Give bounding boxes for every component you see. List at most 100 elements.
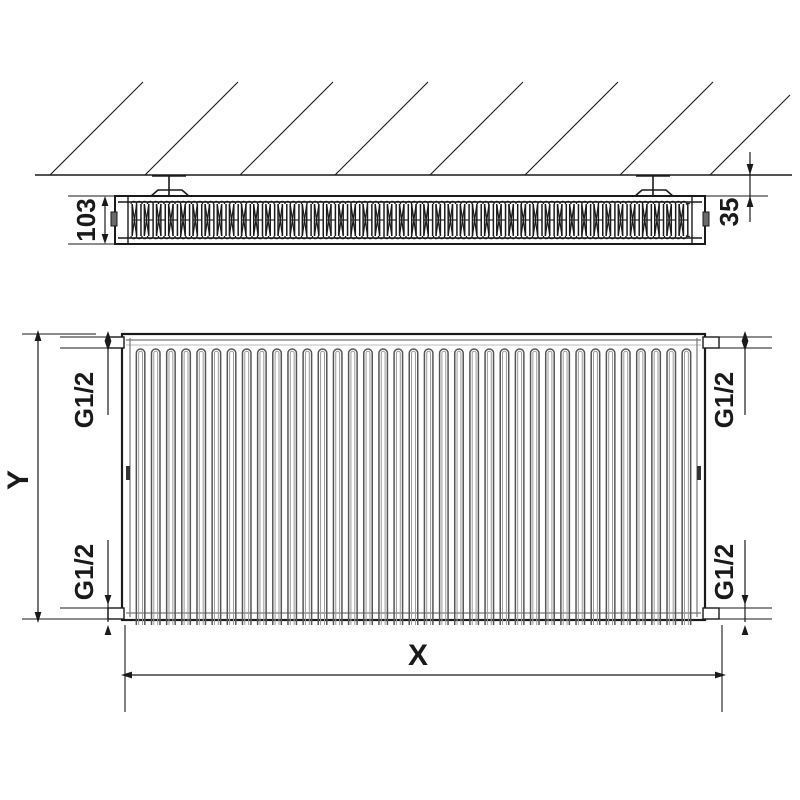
front-fin-group [135, 348, 692, 625]
front-fin [393, 348, 404, 625]
front-fin-inner [380, 350, 386, 625]
front-fin-inner [198, 350, 204, 625]
front-fin-inner [153, 350, 159, 625]
front-fin-inner [638, 350, 644, 625]
front-fin-inner [668, 350, 674, 625]
connection-stub-bottom-left [107, 607, 125, 620]
front-fin-inner [213, 350, 219, 625]
dimension-g12-top-left: G1/2 [60, 331, 124, 428]
wall-hatching [49, 81, 791, 176]
front-fin-inner [274, 350, 280, 625]
front-fin [332, 348, 343, 625]
front-fin [484, 348, 495, 625]
wall-bracket-left [149, 175, 191, 198]
front-fin [635, 348, 646, 625]
g12-label-bottom-right: G1/2 [709, 544, 739, 600]
front-fin-inner [486, 350, 492, 625]
front-fin [651, 348, 662, 625]
g12-label-bottom-left: G1/2 [69, 544, 99, 600]
front-fin-inner [471, 350, 477, 625]
front-fin [560, 348, 571, 625]
front-fin-inner [623, 350, 629, 625]
front-fin [302, 348, 313, 625]
front-fin-inner [456, 350, 462, 625]
front-fin [453, 348, 464, 625]
front-fin-inner [441, 350, 447, 625]
dimension-g12-bottom-left: G1/2 [60, 540, 124, 635]
front-fin [150, 348, 161, 625]
dimension-103: 103 [68, 195, 118, 245]
front-fin [408, 348, 419, 625]
front-fin [196, 348, 207, 625]
convector-edge-top [130, 200, 691, 206]
front-fin-inner [532, 350, 538, 625]
front-fin-inner [411, 350, 416, 625]
dimension-Y: Y [2, 330, 96, 623]
dimension-X: X [121, 625, 726, 712]
front-fin [378, 348, 389, 625]
front-fin-inner [138, 350, 144, 625]
radiator-top-body [114, 195, 706, 245]
front-fin [529, 348, 540, 625]
front-fin [317, 348, 328, 625]
convector-fins-group [130, 200, 691, 240]
front-fin-inner [577, 350, 583, 625]
front-fin [211, 348, 222, 625]
dimension-Y-label: Y [2, 470, 35, 490]
front-fin-inner [426, 350, 432, 625]
wall-bracket-right [633, 175, 675, 198]
dimension-103-label: 103 [71, 198, 101, 241]
front-fin [226, 348, 237, 625]
front-fin [620, 348, 631, 625]
front-fin [469, 348, 480, 625]
front-fin-inner [683, 350, 689, 625]
front-fin-inner [350, 350, 356, 625]
front-fin [272, 348, 283, 625]
front-fin-inner [593, 350, 598, 625]
front-fin [499, 348, 510, 625]
front-fin [438, 348, 449, 625]
front-fin-inner [289, 350, 295, 625]
front-fin [181, 348, 192, 625]
connection-stub-top-right [702, 336, 720, 349]
convector-edge-bottom [130, 234, 691, 240]
dimension-X-label: X [408, 639, 428, 672]
dimension-35-label: 35 [714, 198, 744, 227]
front-fin-inner [229, 350, 234, 625]
front-fin-inner [304, 350, 310, 625]
front-fin [514, 348, 525, 625]
front-fin-inner [244, 350, 250, 625]
front-fin [165, 348, 176, 625]
front-fin-inner [562, 350, 568, 625]
front-fin [681, 348, 692, 625]
front-fin-inner [365, 350, 371, 625]
g12-label-top-right: G1/2 [709, 372, 739, 428]
front-fin-inner [259, 350, 265, 625]
front-fin [423, 348, 434, 625]
connection-stub-bottom-right [702, 607, 720, 620]
front-fin [135, 348, 146, 625]
front-fin-inner [502, 350, 507, 625]
g12-label-top-left: G1/2 [69, 372, 99, 428]
front-fin-inner [168, 350, 174, 625]
front-fin [241, 348, 252, 625]
front-elevation-view: G1/2 G1/2 G1/2 G1/2 [2, 330, 772, 712]
front-fin-inner [320, 350, 325, 625]
dimension-g12-top-right: G1/2 [703, 331, 772, 428]
front-fin-inner [547, 350, 553, 625]
front-fin [605, 348, 616, 625]
dimension-35: 35 [706, 152, 768, 226]
front-fin [666, 348, 677, 625]
front-fin [363, 348, 374, 625]
front-fin-inner [395, 350, 401, 625]
front-fin [544, 348, 555, 625]
front-fin-inner [517, 350, 523, 625]
front-fin-inner [608, 350, 614, 625]
dimension-g12-bottom-right: G1/2 [703, 540, 772, 635]
front-fin-inner [335, 350, 341, 625]
front-fin [347, 348, 358, 625]
front-fin-inner [653, 350, 659, 625]
radiator-front-body [120, 332, 707, 622]
